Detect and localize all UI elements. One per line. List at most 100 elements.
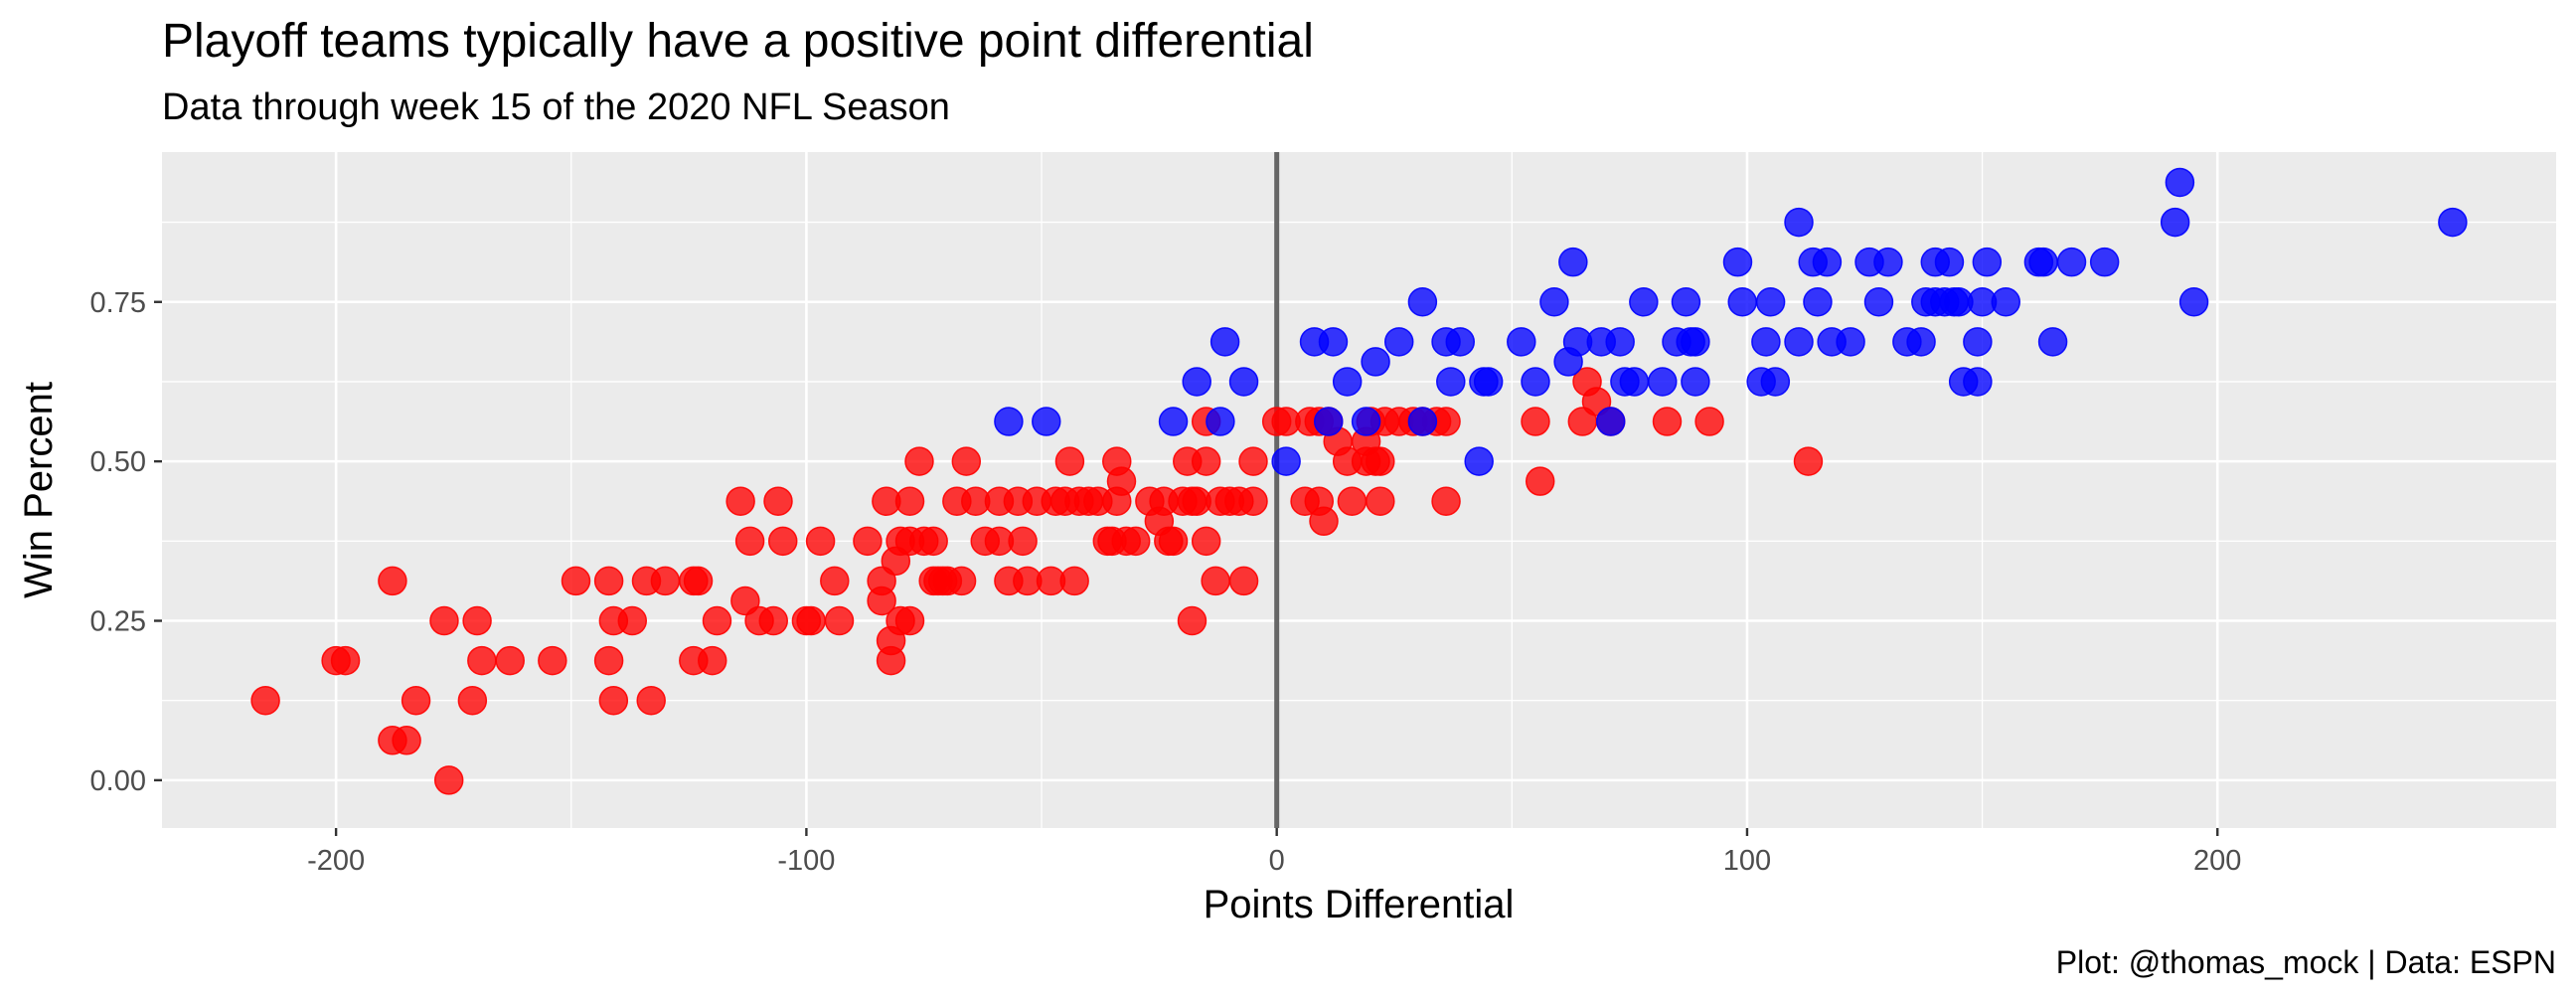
data-point [1751,327,1781,357]
data-point [1436,367,1466,397]
x-tick-label: -100 [777,845,835,877]
data-point [1934,247,1965,277]
data-point [429,605,459,636]
data-point [1238,446,1268,476]
data-point [1054,446,1085,476]
data-point [1521,367,1550,397]
data-point [1201,566,1230,596]
data-point [824,605,855,636]
data-point [1177,605,1208,636]
data-point [1727,287,1757,317]
data-point [1836,327,1865,357]
data-point [1760,367,1791,397]
data-point [1008,526,1038,557]
data-point [1694,407,1724,436]
data-point [1407,407,1438,436]
data-point [1671,287,1701,317]
data-point [767,526,798,557]
data-point [918,526,948,557]
data-point [250,685,280,716]
data-point [820,566,850,596]
y-tick-label: 0.50 [90,446,146,478]
data-point [725,486,755,516]
data-point [2438,207,2468,238]
data-point [702,605,732,636]
data-point [2165,167,2195,198]
data-point [1648,367,1678,397]
x-tick-label: 100 [1723,845,1771,877]
data-point [1337,486,1368,516]
data-point [1991,287,2021,317]
data-point [1445,327,1476,357]
data-point [433,765,464,795]
data-point [867,585,896,616]
data-point [1120,526,1151,557]
data-point [1558,247,1588,277]
data-point [1431,486,1461,516]
data-point [467,645,497,676]
data-point [1755,287,1786,317]
data-point [1793,446,1824,476]
data-point [734,526,765,557]
data-point [1206,407,1235,436]
data-point [1271,446,1301,476]
data-point [617,605,648,636]
data-point [1525,466,1555,496]
data-point [1963,367,1993,397]
data-point [462,605,492,636]
data-point [593,645,624,676]
data-point [1407,287,1438,317]
data-point [904,446,934,476]
data-point [2160,207,2190,238]
data-point [1361,347,1390,377]
data-point [1619,367,1650,397]
data-point [330,645,361,676]
data-point [1473,367,1504,397]
x-tick-label: 200 [2193,845,2241,877]
data-point [1032,407,1061,436]
data-point [1309,506,1339,537]
data-point [2028,247,2058,277]
data-point [2037,327,2068,357]
data-point [796,605,826,636]
data-point [401,685,431,716]
data-point [457,685,488,716]
data-point [1605,327,1635,357]
data-point [1581,387,1612,417]
data-point [994,407,1024,436]
data-point [1681,367,1710,397]
data-point [598,685,629,716]
data-point [1182,367,1211,397]
data-point [1366,486,1395,516]
data-point [1332,367,1363,397]
y-tick-label: 0.75 [90,287,146,319]
y-tick-label: 0.25 [90,606,146,638]
data-point [1228,566,1259,596]
data-point [763,486,793,516]
data-point [1313,407,1344,436]
data-point [1209,327,1240,357]
x-axis-title: Points Differential [1204,883,1515,926]
data-point [1681,327,1710,357]
data-point [2056,247,2087,277]
data-point [946,566,977,596]
data-point [1521,407,1550,436]
data-point [730,585,760,616]
data-point [951,446,982,476]
data-point [1652,407,1683,436]
data-point [1972,247,2003,277]
x-tick-label: -200 [307,845,365,877]
data-point [1595,407,1626,436]
data-point [1507,327,1536,357]
data-point [1863,287,1894,317]
data-point [2089,247,2120,277]
data-point [1106,466,1137,496]
data-point [894,486,925,516]
data-point [1191,526,1221,557]
data-point [1873,247,1903,277]
data-point [1351,407,1381,436]
data-point [805,526,836,557]
data-point [1464,446,1494,476]
chart-subtitle: Data through week 15 of the 2020 NFL Sea… [162,86,950,128]
data-point [1784,327,1814,357]
